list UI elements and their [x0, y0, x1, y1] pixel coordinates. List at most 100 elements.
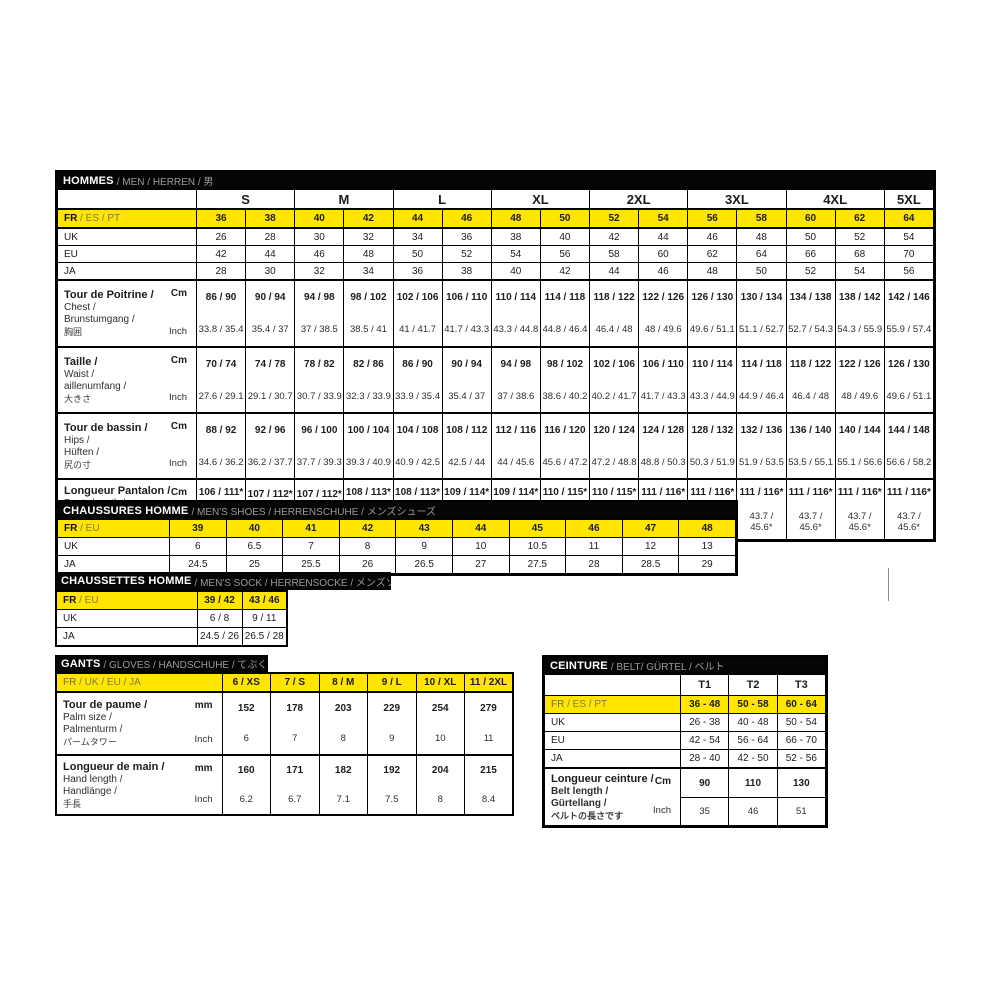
value-stack: 138 / 142 54.3 / 55.9	[836, 282, 883, 346]
measure-label-line: 手長	[63, 798, 82, 809]
conversion-value-cell: 52	[785, 262, 836, 281]
inch-value: 50.3 / 51.9	[689, 456, 735, 468]
fr-label-primary: FR	[64, 213, 78, 224]
fr-label-secondary: / EU	[77, 523, 100, 534]
measure-label-line: Palm size /	[63, 712, 112, 723]
value-stack: 86 / 90 33.9 / 35.4	[394, 349, 441, 412]
measure-value-cell: 98 / 102 38.5 / 41	[343, 279, 394, 348]
inch-value: 33.9 / 35.4	[395, 390, 441, 402]
size-value-cell: 50 - 58	[728, 695, 778, 714]
cm-value: 118 / 122	[593, 291, 635, 303]
size-value-cell: 54	[638, 208, 689, 229]
measure-label-line: Handlänge /	[63, 785, 117, 797]
cm-value: 111 / 116*	[886, 486, 931, 498]
measure-value-cell: 122 / 126 48 / 49.6	[638, 279, 689, 348]
measure-label-line: Taille /	[64, 355, 98, 368]
measure-label: Tour de Poitrine / Chest / Brunstumgang / 胸…	[57, 279, 197, 348]
cm-value: 204	[431, 765, 449, 776]
conversion-value-cell: 42	[539, 262, 591, 281]
inch-value: 8.4	[481, 794, 496, 805]
inch-value: 6.7	[288, 794, 302, 805]
measure-value-cell: 215 8.4	[464, 754, 514, 816]
cm-value: 110 / 115*	[542, 486, 588, 498]
size-group-cell: XL	[490, 189, 591, 210]
fr-sizes-row: FR / ES / PT 36 38 40 42 44 46 48 50 52 54 56 58 60 62…	[57, 208, 935, 229]
cm-value: 82 / 86	[353, 358, 384, 370]
measure-value-cell: 92 / 96 36.2 / 37.7	[245, 412, 296, 480]
empty-corner-cell	[544, 674, 681, 696]
cm-value: 94 / 98	[500, 358, 532, 370]
size-value-cell: 36	[195, 208, 247, 229]
size-value-cell: 44	[392, 208, 443, 229]
inch-value: 44 / 45.6	[497, 456, 535, 468]
size-group-cell: 2XL	[588, 189, 689, 210]
conversion-value-cell: 25.5	[282, 555, 340, 574]
measure-label: Tour de paume / Palm size / Palmenturm / パー…	[55, 691, 223, 756]
conversion-value-cell: 52	[834, 227, 885, 246]
measure-value-cell: 90 / 94 35.4 / 37	[441, 346, 492, 414]
cm-value: 106 / 110	[642, 358, 684, 370]
unit-label-top: Cm	[170, 487, 187, 498]
size-value-cell: 43 / 46	[241, 590, 288, 610]
measure-value-cell: 279 11	[464, 691, 514, 756]
men-title-secondary: / MEN / HERREN / 男	[116, 177, 214, 188]
conversion-value-cell: 48	[736, 227, 787, 246]
conversion-value-cell: 26.5 / 28	[241, 627, 288, 647]
inch-value: 10	[434, 733, 446, 745]
size-value-cell: 62	[834, 208, 885, 229]
cm-value: 98 / 102	[546, 358, 584, 370]
conversion-value-cell: 38	[490, 227, 541, 246]
intl-row-ja: JA 24.5 / 26 26.5 / 28	[55, 627, 288, 647]
socks-title-bar: CHAUSSETTES HOMME / MEN'S SOCK / HERRENS…	[55, 572, 391, 590]
measure-value-cell: 142 / 146 55.9 / 57.4	[883, 279, 935, 348]
measure-label-line: Belt length /	[551, 785, 609, 797]
cm-value: 112 / 116	[495, 424, 537, 436]
value-stack: 120 / 124 47.2 / 48.8	[591, 415, 638, 478]
inch-value: 32.3 / 33.9	[345, 390, 391, 402]
inch-value: 33.8 / 35.4	[198, 324, 244, 336]
belt-length-cm-cell: 110	[728, 767, 778, 798]
conversion-value-cell: 10	[451, 537, 510, 556]
fr-label-primary: FR	[63, 595, 77, 606]
inch-value: 43.3 / 44.9	[689, 390, 735, 402]
size-value-cell: 44	[451, 519, 510, 538]
measure-value-cell: 138 / 142 54.3 / 55.9	[834, 279, 885, 348]
measure-value-cell: 86 / 90 33.9 / 35.4	[392, 346, 443, 414]
belt-title-bar: CEINTURE / BELT/ GÜRTEL / ベルト	[544, 657, 826, 674]
conversion-value-cell: 68	[834, 245, 885, 263]
conversion-value-cell: 44	[245, 245, 296, 263]
conversion-value-cell: 64	[736, 245, 787, 263]
measure-label-line: aillenumfang /	[64, 380, 127, 392]
conversion-value-cell: 32	[294, 262, 345, 281]
inch-value: 9	[389, 733, 395, 745]
inch-value: 8	[340, 733, 346, 745]
fr-sizes-row: FR / EU 39 40 41 42 43 44 45 46 47 48	[57, 519, 736, 538]
conversion-value-cell: 46	[638, 262, 689, 281]
cm-value: 144 / 148	[888, 424, 930, 436]
measure-value-cell: 203 8	[318, 691, 368, 756]
value-stack: 182 7.1	[320, 757, 367, 814]
inch-value: 41 / 41.7	[399, 324, 437, 336]
belt-column-header-row: T1 T2 T3	[544, 674, 827, 696]
value-stack: 92 / 96 36.2 / 37.7	[247, 415, 294, 478]
conversion-value-cell: 28.5	[621, 555, 680, 574]
measure-label-line: Hips /	[64, 434, 90, 446]
size-value-cell: 52	[588, 208, 640, 229]
cm-value: 122 / 126	[838, 358, 881, 370]
value-stack: 114 / 118 44.8 / 46.4	[541, 282, 588, 346]
value-stack: 82 / 86 32.3 / 33.9	[345, 349, 392, 412]
conversion-value-cell: 40	[539, 227, 591, 246]
inch-value: 45.6 / 47.2	[542, 456, 588, 468]
value-stack: 78 / 82 30.7 / 33.9	[296, 349, 343, 412]
intl-row-ja: JA 24.5 25 25.5 26 26.5 27 27.5 28 28.5 29	[57, 555, 736, 574]
value-stack: 104 / 108 40.9 / 42.5	[394, 415, 441, 478]
inch-value: 37 / 38.6	[497, 390, 535, 402]
size-value-cell: 42	[343, 208, 394, 229]
inch-value: 43.7 / 45.6*	[847, 510, 872, 533]
value-stack: 86 / 90 33.8 / 35.4	[198, 282, 245, 346]
inch-value: 55.9 / 57.4	[886, 324, 932, 336]
conversion-value-cell: 28	[245, 227, 296, 246]
row-label: UK	[57, 537, 170, 556]
cm-value: 215	[480, 765, 497, 776]
